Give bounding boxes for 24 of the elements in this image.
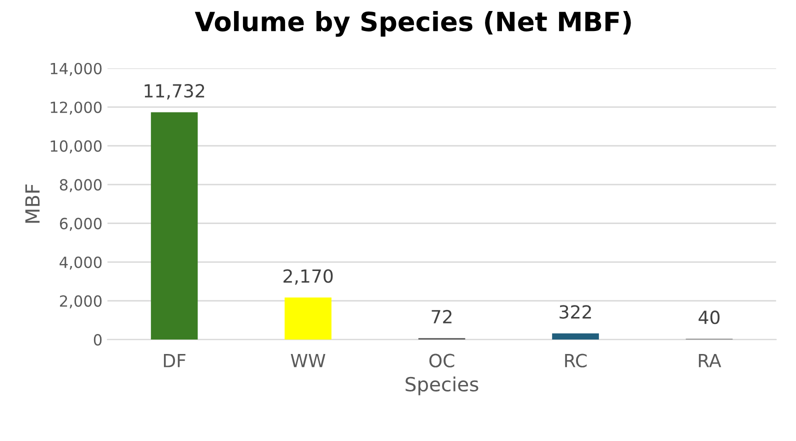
chart-title: Volume by Species (Net MBF) [194, 11, 631, 37]
x-tick-label: RA [698, 354, 722, 368]
x-tick-label: WW [290, 354, 326, 368]
y-tick-label: 0 [94, 334, 102, 346]
x-tick-label: OC [429, 354, 454, 368]
y-tick-label: 8,000 [60, 179, 102, 192]
data-label: 11,732 [144, 84, 204, 100]
y-tick-label: 14,000 [50, 62, 102, 76]
data-label: 40 [698, 310, 720, 324]
y-tick-label: 10,000 [50, 140, 102, 154]
bar [284, 298, 332, 340]
bar [150, 112, 198, 340]
y-tick-label: 6,000 [60, 218, 102, 231]
y-tick-label: 4,000 [60, 256, 102, 270]
data-label: 322 [560, 305, 591, 319]
y-axis-title: MBF [25, 184, 40, 223]
x-tick-label: RC [565, 354, 587, 368]
x-axis-title: Species [406, 376, 478, 396]
y-tick-label: 2,000 [60, 295, 102, 308]
bar [552, 333, 599, 340]
data-label: 2,170 [284, 269, 333, 285]
x-tick-label: DF [164, 354, 186, 368]
y-tick-label: 12,000 [50, 102, 102, 115]
data-label: 72 [432, 310, 452, 324]
